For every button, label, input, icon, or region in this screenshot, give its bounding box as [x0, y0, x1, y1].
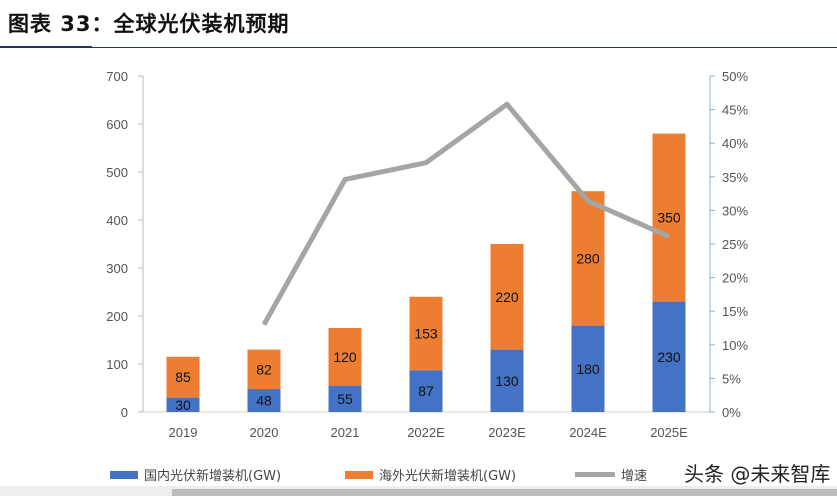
bar-overseas — [328, 328, 362, 386]
data-label-domestic: 180 — [576, 361, 600, 377]
y-tick-label: 700 — [106, 69, 128, 84]
bar-overseas — [490, 244, 524, 350]
x-tick-label: 2024E — [569, 425, 607, 440]
bar-domestic — [247, 388, 281, 412]
y-tick-label: 500 — [106, 165, 128, 180]
title-rule — [0, 46, 92, 48]
watermark: 头条 @未来智库 — [684, 462, 831, 486]
y2-tick-label: 35% — [722, 170, 748, 185]
bar-domestic — [571, 325, 605, 412]
y2-tick-label: 5% — [722, 371, 741, 386]
data-label-domestic: 230 — [657, 349, 681, 365]
x-tick-label: 2019 — [169, 425, 198, 440]
chart: 0 100 200 300 400 500 600 700 0% 5% 10% 15% 20% 25% 30… — [106, 69, 748, 440]
legend-label: 海外光伏新增装机(GW) — [379, 469, 517, 484]
title-rule-thin — [92, 47, 837, 48]
data-label-overseas: 153 — [414, 326, 438, 342]
bar-domestic — [652, 301, 686, 412]
x-tick-label: 2021 — [331, 425, 360, 440]
legend-label: 国内光伏新增装机(GW) — [144, 469, 282, 484]
y2-tick-label: 25% — [722, 237, 748, 252]
y2-tick-label: 15% — [722, 304, 748, 319]
y2-tick-label: 30% — [722, 203, 748, 218]
legend-item-domestic: 国内光伏新增装机(GW) — [110, 465, 281, 484]
bar-overseas — [409, 296, 443, 371]
bar-overseas — [571, 191, 605, 326]
legend-item-growth: 增速 — [575, 465, 647, 484]
data-label-domestic: 130 — [495, 373, 519, 389]
y2-tick-label: 40% — [722, 136, 748, 151]
bar-overseas — [166, 356, 200, 398]
horizontal-scrollbar[interactable] — [172, 489, 837, 496]
data-label-domestic: 55 — [337, 391, 353, 407]
bar-domestic — [328, 385, 362, 412]
bar-domestic — [166, 397, 200, 412]
y-tick-label: 400 — [106, 213, 128, 228]
x-tick-label: 2025E — [650, 425, 688, 440]
x-tick-label: 2023E — [488, 425, 526, 440]
data-label-overseas: 220 — [495, 289, 519, 305]
y-tick-label: 100 — [106, 357, 128, 372]
bar-overseas — [652, 133, 686, 302]
data-label-overseas: 85 — [175, 369, 191, 385]
x-tick-label: 2020 — [250, 425, 279, 440]
data-label-domestic: 30 — [175, 397, 191, 413]
y-tick-label: 200 — [106, 309, 128, 324]
legend-swatch — [110, 470, 138, 479]
legend-label: 增速 — [621, 469, 648, 484]
data-label-overseas: 120 — [333, 349, 357, 365]
legend-item-overseas: 海外光伏新增装机(GW) — [345, 465, 516, 484]
y-tick-label: 600 — [106, 117, 128, 132]
bar-overseas — [247, 349, 281, 389]
growth-line — [261, 101, 671, 326]
legend-swatch — [345, 470, 373, 479]
y2-tick-label: 45% — [722, 103, 748, 118]
bar-domestic — [490, 349, 524, 412]
page-title: 图表 33：全球光伏装机预期 — [8, 12, 290, 36]
bar-domestic — [409, 370, 443, 412]
data-label-overseas: 82 — [256, 361, 272, 377]
y-tick-label: 0 — [121, 405, 128, 420]
data-label-domestic: 48 — [256, 392, 272, 408]
data-label-overseas: 280 — [576, 250, 600, 266]
data-label-overseas: 350 — [657, 210, 681, 226]
y2-tick-label: 50% — [722, 69, 748, 84]
y-tick-label: 300 — [106, 261, 128, 276]
y2-tick-label: 0% — [722, 405, 741, 420]
y2-tick-label: 10% — [722, 338, 748, 353]
legend-swatch — [575, 472, 615, 477]
data-label-domestic: 87 — [418, 383, 434, 399]
x-tick-label: 2022E — [407, 425, 445, 440]
y2-tick-label: 20% — [722, 271, 748, 286]
